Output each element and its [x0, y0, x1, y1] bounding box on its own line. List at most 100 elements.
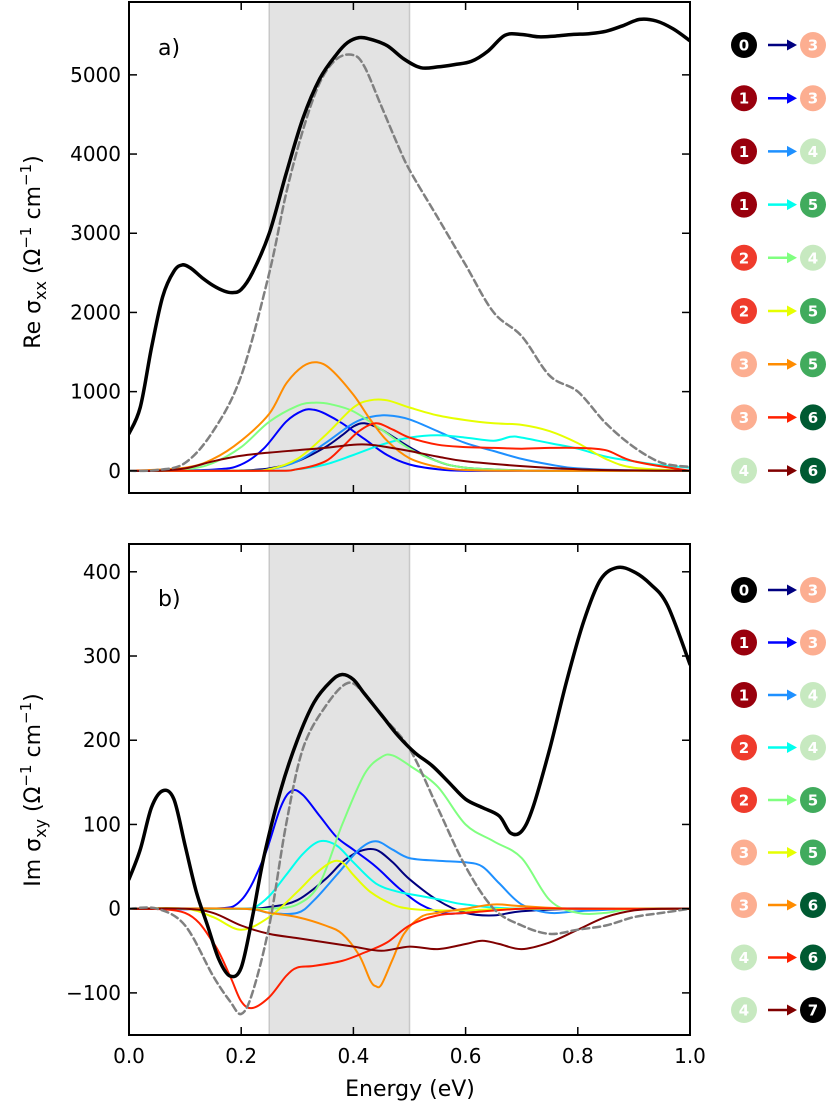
series-line-b-2-4: [129, 753, 690, 916]
band-marker-to: [800, 629, 826, 656]
series-line-a-total: [129, 17, 690, 436]
band-number-from: 2: [739, 792, 749, 810]
x-tick-label: 1.0: [674, 1044, 706, 1068]
band-marker-to: [800, 997, 826, 1023]
y-tick-label: 1000: [70, 380, 121, 404]
band-number-from: 1: [739, 634, 749, 652]
band-marker-from: [731, 404, 757, 431]
band-marker-to: [800, 404, 826, 431]
legend-arrow-head: [787, 689, 797, 701]
legend-b: 0 31 31 42 42 53 53 64 64 7: [731, 577, 826, 1023]
y-tick-label: −100: [66, 981, 121, 1005]
band-marker-to: [800, 298, 826, 324]
band-number-from: 2: [739, 249, 749, 267]
band-number-from: 0: [739, 37, 749, 55]
legend-arrow-head: [787, 952, 797, 963]
x-tick-label: 0.0: [113, 1044, 145, 1068]
series-line-a-3-5: [129, 361, 690, 472]
legend-arrow-head: [787, 794, 797, 806]
band-number-to: 5: [808, 844, 818, 862]
band-number-to: 4: [808, 143, 818, 161]
series-lines-a: [129, 2, 690, 493]
band-marker-to: [800, 577, 826, 603]
axes-frame-b: [128, 543, 691, 1036]
series-line-a-3-6: [129, 422, 690, 472]
legend-arrow-head: [787, 305, 797, 317]
band-marker-to: [800, 892, 826, 918]
shaded-region-a: [269, 2, 410, 493]
x-tick-label: 0.2: [225, 1044, 257, 1068]
band-marker-to: [800, 244, 826, 271]
band-number-to: 3: [808, 37, 818, 55]
band-number-to: 5: [808, 196, 818, 214]
band-number-to: 4: [808, 249, 818, 267]
band-number-from: 2: [739, 739, 749, 757]
band-marker-to: [800, 32, 826, 58]
band-number-from: 3: [739, 409, 749, 427]
band-marker-from: [731, 32, 757, 58]
band-number-from: 1: [739, 90, 749, 108]
series-line-b-1-5: [129, 839, 690, 911]
legend-arrow-head: [787, 847, 797, 858]
band-marker-from: [731, 839, 757, 866]
y-tick-label: 0: [108, 897, 121, 921]
y-axis-label-b: Im σxy (Ω−1 cm−1): [17, 693, 50, 887]
series-line-a-sum-of-transitions: [129, 53, 690, 473]
band-number-from: 0: [739, 582, 749, 600]
band-marker-from: [731, 351, 757, 378]
legend-arrow-head: [787, 1004, 797, 1016]
band-marker-to: [800, 191, 826, 218]
legend-arrow-head: [787, 742, 797, 753]
band-number-from: 3: [739, 897, 749, 915]
band-marker-from: [731, 629, 757, 656]
band-number-from: 1: [739, 687, 749, 705]
band-marker-from: [731, 138, 757, 165]
band-number-to: 4: [808, 687, 818, 705]
band-marker-to: [800, 351, 826, 378]
panel-label-b: b): [158, 587, 181, 612]
axes-frame-a: [128, 1, 691, 494]
band-number-from: 1: [739, 196, 749, 214]
band-marker-from: [731, 298, 757, 324]
ticks-b: −100 0 100 200 300 400 0.0 0.2 0.4 0.6 0.8 1.0: [66, 544, 706, 1068]
x-tick-label: 0.8: [562, 1044, 594, 1068]
series-line-a-2-5: [129, 398, 690, 472]
series-line-b-3-5: [129, 903, 690, 989]
band-marker-from: [731, 682, 757, 708]
y-tick-label: 4000: [70, 142, 121, 166]
legend-arrow-head: [787, 465, 797, 477]
band-marker-from: [731, 787, 757, 813]
y-tick-label: 3000: [70, 221, 121, 245]
band-marker-from: [731, 85, 757, 112]
series-line-b-0-3: [129, 847, 690, 917]
band-marker-from: [731, 892, 757, 918]
band-marker-from: [731, 244, 757, 271]
band-number-to: 5: [808, 792, 818, 810]
legend-arrow-head: [787, 145, 797, 157]
band-marker-from: [731, 997, 757, 1023]
band-marker-to: [800, 457, 826, 484]
series-line-b-1-4: [129, 840, 690, 916]
band-number-to: 3: [808, 634, 818, 652]
legend-arrow-head: [787, 92, 797, 104]
y-tick-label: 200: [83, 728, 121, 752]
band-marker-to: [800, 85, 826, 112]
band-number-to: 3: [808, 582, 818, 600]
band-number-to: 4: [808, 739, 818, 757]
band-marker-to: [800, 682, 826, 708]
